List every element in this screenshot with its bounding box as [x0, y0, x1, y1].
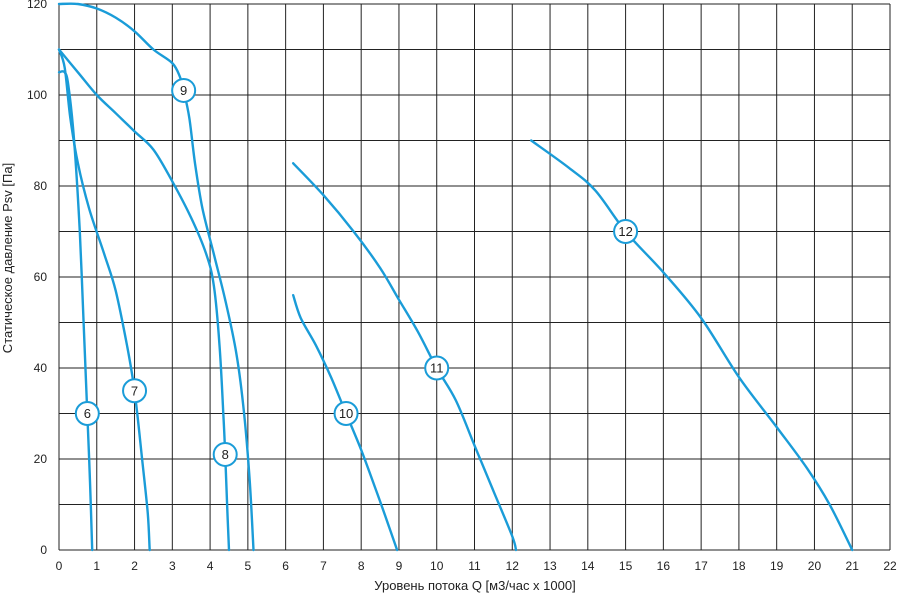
y-tick-label: 60	[34, 270, 48, 284]
curve-marker-8: 8	[212, 441, 238, 467]
x-tick-label: 1	[93, 559, 100, 573]
y-tick-labels: 0 20 40 60 80 100 120	[27, 0, 47, 557]
x-tick-label: 6	[282, 559, 289, 573]
x-tick-label: 11	[468, 559, 481, 573]
curve-marker-label: 8	[222, 447, 229, 462]
x-tick-label: 3	[169, 559, 176, 573]
curve-marker-7: 7	[122, 378, 148, 404]
curve-marker-label: 6	[84, 406, 91, 421]
x-tick-label: 8	[358, 559, 365, 573]
x-tick-label: 22	[883, 559, 897, 573]
curve-marker-6: 6	[74, 401, 100, 426]
x-tick-label: 4	[207, 559, 214, 573]
curve-marker-12: 12	[613, 219, 639, 244]
curves	[57, 2, 854, 552]
curve-9	[57, 2, 255, 552]
curve-marker-circle	[613, 219, 639, 244]
curve-11	[292, 162, 518, 552]
x-axis-label: Уровень потока Q [м3/час x 1000]	[374, 578, 575, 593]
curve-marker-circle	[212, 441, 238, 467]
y-tick-label: 120	[27, 0, 47, 11]
y-axis-label: Статическое давление Psv [Па]	[0, 163, 15, 353]
x-tick-label: 12	[506, 559, 520, 573]
curve-marker-label: 11	[430, 361, 444, 376]
y-tick-label: 20	[34, 452, 48, 466]
x-tick-label: 7	[320, 559, 327, 573]
curve-marker-label: 9	[180, 83, 187, 98]
curve-markers: 6 7 8 9 10 11 12	[74, 77, 639, 467]
curve-marker-label: 12	[618, 224, 632, 239]
curve-7	[57, 48, 151, 552]
curve-marker-9: 9	[171, 77, 197, 103]
curve-marker-circle	[333, 401, 359, 426]
x-tick-label: 17	[694, 559, 708, 573]
curve-marker-label: 7	[131, 383, 138, 398]
x-tick-label: 10	[430, 559, 444, 573]
curve-marker-10: 10	[333, 401, 359, 426]
x-tick-label: 13	[543, 559, 557, 573]
x-tick-label: 2	[131, 559, 138, 573]
x-tick-label: 14	[581, 559, 595, 573]
x-tick-label: 15	[619, 559, 633, 573]
y-tick-label: 40	[34, 361, 48, 375]
y-tick-label: 80	[34, 179, 48, 193]
x-tick-labels: 0 1 2 3 4 5 6 7 8 9 10 11 12 13 14 15 16 17 18 19 20 21 22	[56, 559, 897, 573]
x-tick-label: 5	[245, 559, 252, 573]
curve-12	[530, 139, 854, 552]
curve-marker-11: 11	[424, 355, 450, 381]
x-tick-label: 21	[846, 559, 860, 573]
x-tick-label: 19	[770, 559, 784, 573]
grid	[58, 3, 891, 551]
x-tick-label: 9	[396, 559, 403, 573]
curve-marker-label: 10	[339, 406, 353, 421]
curve-marker-circle	[424, 355, 450, 381]
y-tick-label: 100	[27, 88, 47, 102]
x-tick-label: 20	[808, 559, 822, 573]
x-tick-label: 18	[732, 559, 746, 573]
curve-marker-circle	[122, 378, 148, 404]
curve-8	[57, 48, 231, 552]
curve-marker-circle	[171, 77, 197, 103]
y-tick-label: 0	[40, 543, 47, 557]
curve-6	[57, 70, 94, 552]
x-tick-label: 16	[657, 559, 671, 573]
x-tick-label: 0	[56, 559, 63, 573]
curve-marker-circle	[74, 401, 100, 426]
